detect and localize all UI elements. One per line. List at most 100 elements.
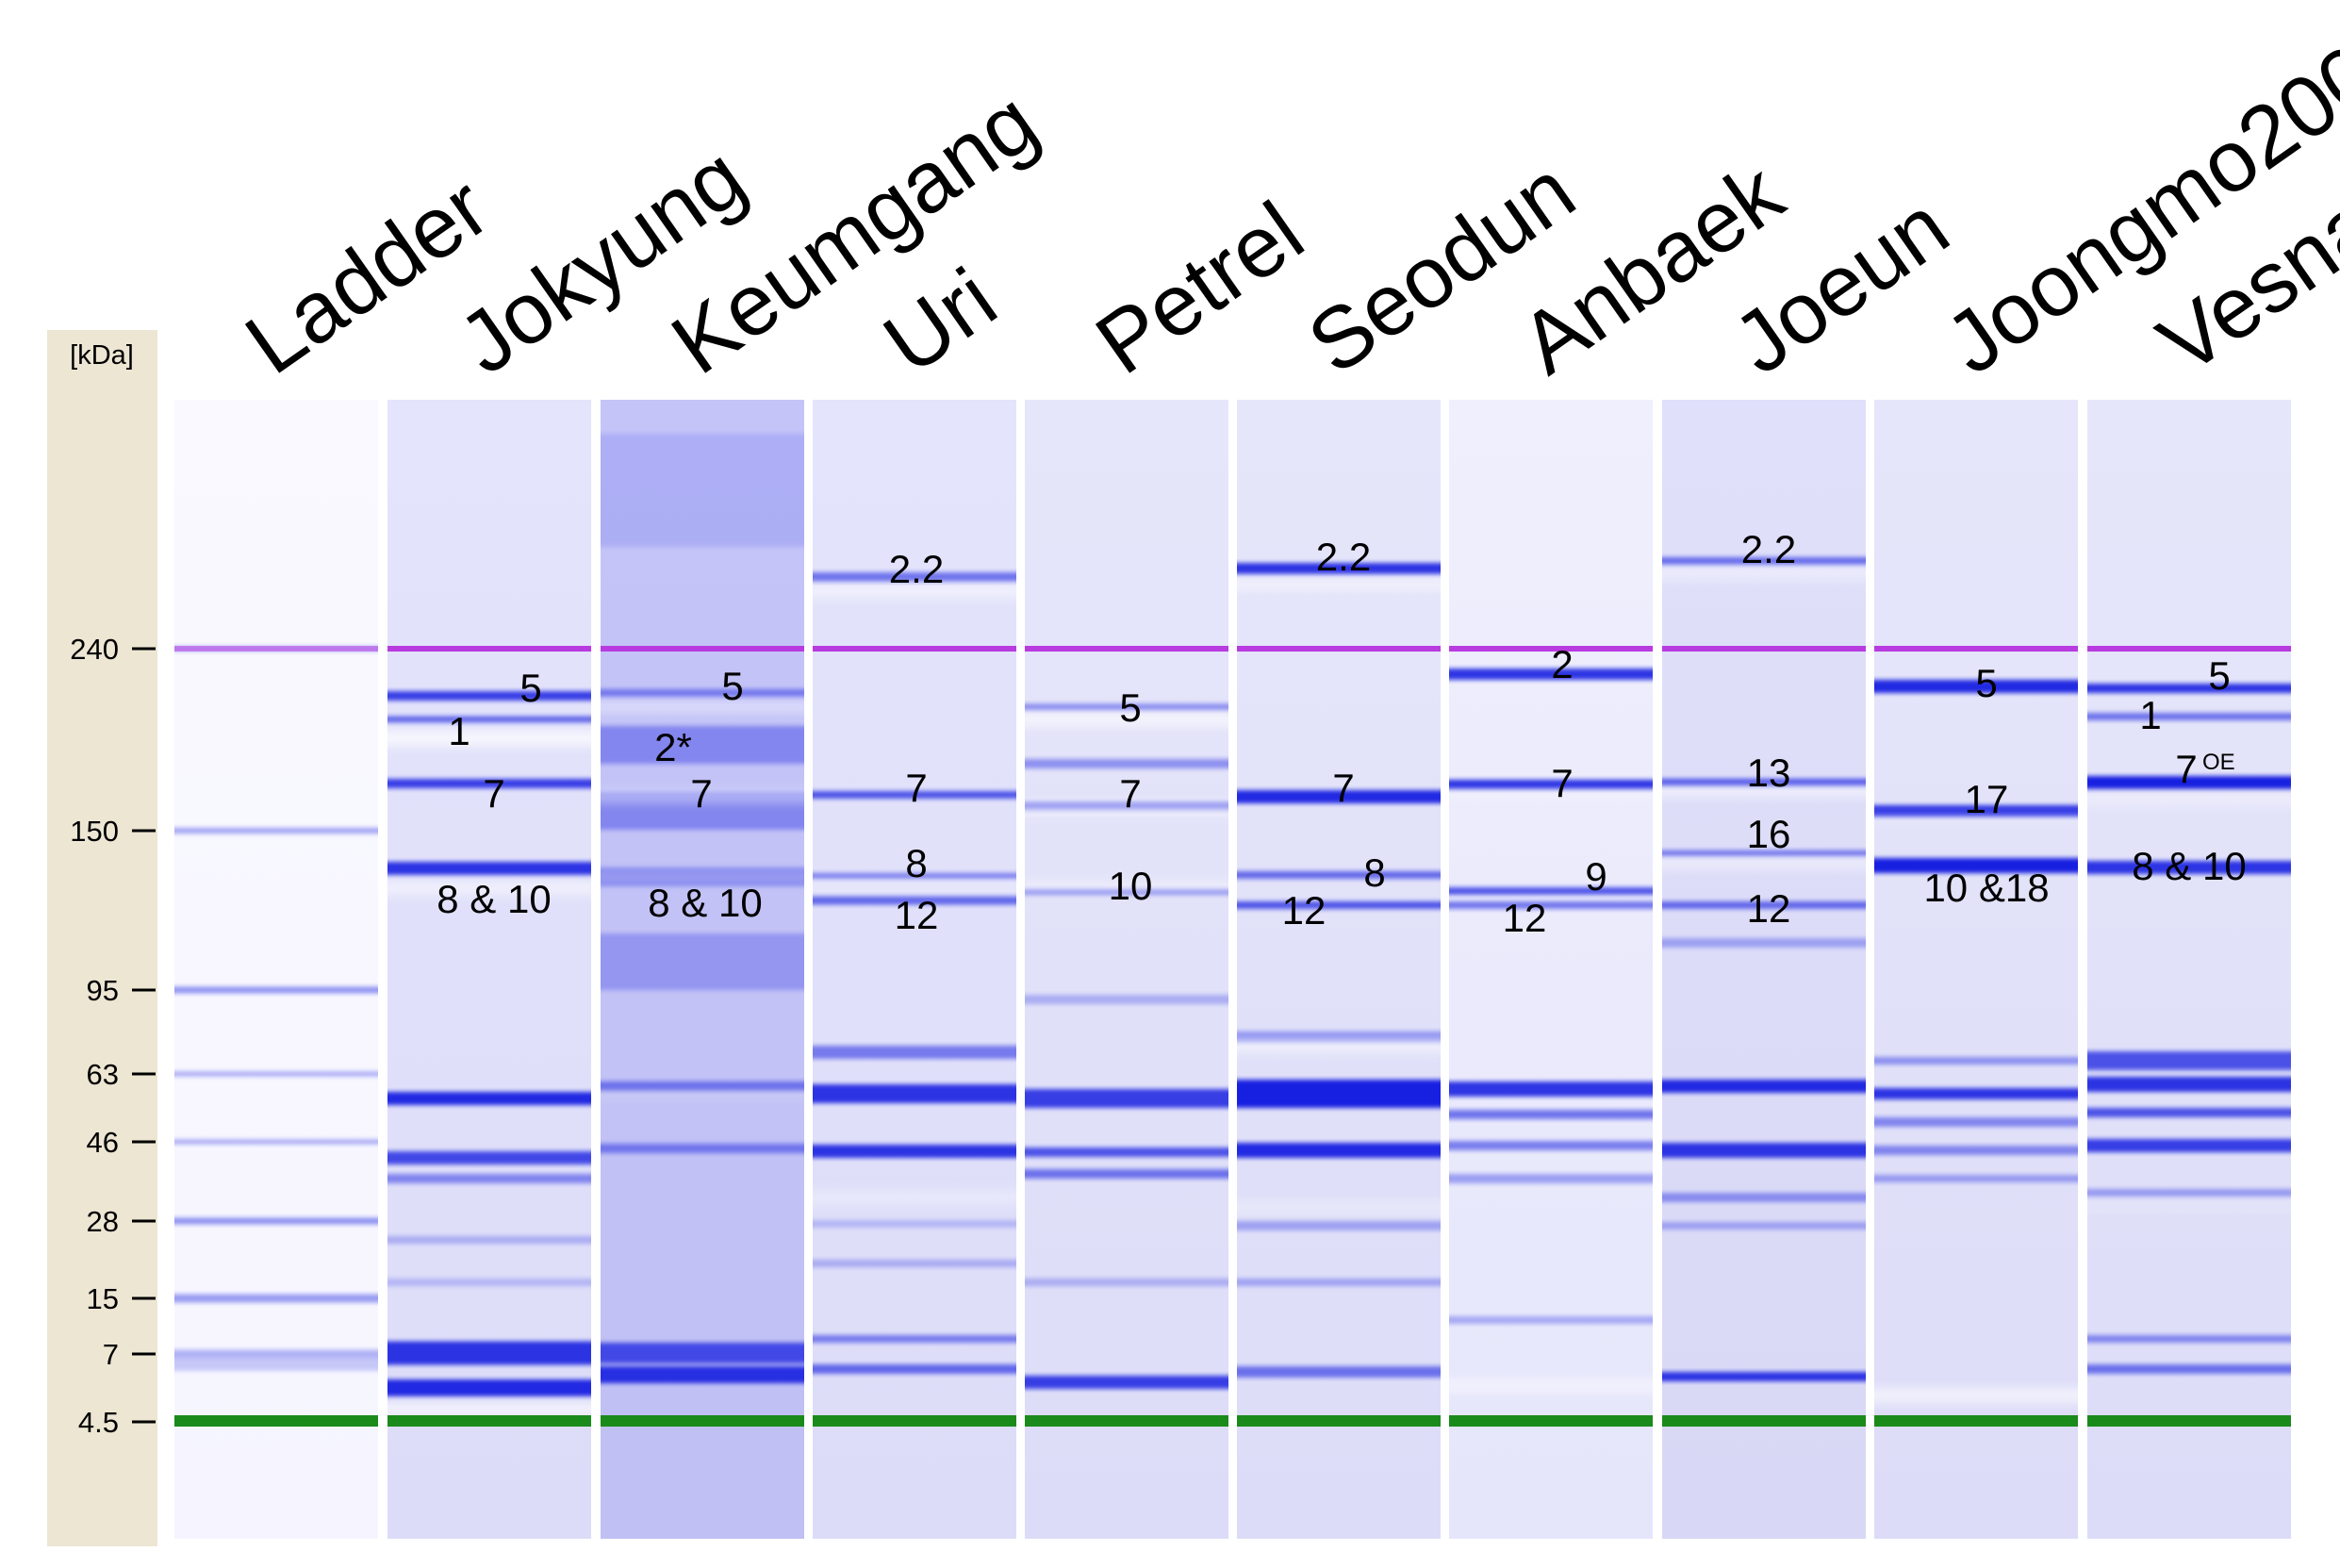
band [2087,861,2291,874]
clear-zone [601,702,804,712]
band [1237,1080,1441,1108]
band [2087,1077,2291,1092]
band-label-jokyung-1: 1 [448,709,470,753]
clear-zone [1662,569,1866,578]
upper-marker [601,646,804,652]
band [1662,1143,1866,1158]
band [1237,1279,1441,1286]
clear-zone [813,883,1016,889]
band-label-petrel-2: 10 [1109,864,1153,908]
tick-label-0: 240 [70,633,119,666]
band [813,791,1016,799]
clear-zone [1874,813,2078,818]
band [387,1236,591,1244]
band-label-keumgang-0: 5 [721,664,743,708]
band [1662,779,1866,786]
band [1025,1376,1228,1389]
band [387,716,591,723]
upper-marker [1025,646,1228,652]
lane-uri [813,400,1016,1539]
band [1874,1088,2078,1099]
lane-background [1237,400,1441,1539]
band [813,1364,1016,1374]
clear-zone [1874,1390,2078,1401]
band-label-keumgang-3: 8 & 10 [648,881,762,925]
band-label-joongmo2008-2: 10 &18 [1923,866,2049,910]
upper-marker [1874,646,2078,652]
markers [174,646,2291,1427]
tick-label-4: 46 [87,1126,119,1159]
band [1449,780,1653,789]
upper-marker [813,646,1016,652]
band [601,1366,804,1383]
axis-unit-label: [kDa] [70,340,134,371]
band [2087,1139,2291,1152]
lane-seodun [1237,400,1441,1539]
band [1662,1080,1866,1093]
band [813,1084,1016,1103]
band [1874,858,2078,873]
band [601,1081,804,1091]
lower-marker [2087,1415,2291,1427]
band [387,1174,591,1183]
band [1874,680,2078,693]
band [1237,1143,1441,1158]
band-label-uri-0: 2.2 [889,547,944,591]
clear-zone [2087,796,2291,803]
lane-jokyung [387,400,591,1539]
tick-label-6: 15 [87,1282,119,1315]
clear-zone [1449,1381,1653,1391]
band-label-petrel-1: 7 [1119,771,1141,816]
clear-zone [1237,1038,1441,1051]
clear-zone [2087,1204,2291,1210]
band [1237,563,1441,574]
band [387,1379,591,1396]
clear-zone [1025,883,1228,890]
band-label-joeun-3: 12 [1747,886,1791,931]
band [2087,1364,2291,1374]
lane-title-ladder: Ladder [229,159,505,393]
band [2087,684,2291,693]
band [601,1343,804,1363]
axis-ticks: 240 150 95 63 46 28 15 7 4.5 [70,633,156,1439]
lane-keumgang [601,400,804,1539]
band-label-jokyung-2: 7 [483,771,504,816]
upper-marker [174,646,378,652]
band [1874,1057,2078,1065]
band [387,691,591,701]
lane-background [1662,400,1866,1539]
band [601,726,804,764]
upper-marker [1662,646,1866,652]
band-label-uri-3: 12 [895,893,939,937]
clear-zone [1025,715,1228,724]
band [1662,1372,1866,1381]
lanes [174,400,2291,1539]
clear-zone [1025,805,1228,813]
band [1662,850,1866,856]
band [174,1139,378,1145]
band [1025,1279,1228,1286]
clear-zone [1237,1203,1441,1211]
clear-zone [387,732,591,745]
band-label-jokyung-0: 5 [519,666,541,710]
band [1662,901,1866,909]
clear-zone [601,1091,804,1097]
band-label-seodun-3: 12 [1282,888,1327,933]
band-label-uri-2: 8 [905,841,927,885]
band-label-vesna-2: 7 [2175,747,2197,791]
lane-background [174,400,378,1539]
band [174,1349,378,1359]
lower-marker [1449,1415,1653,1427]
band [1025,1089,1228,1108]
band-label-seodun-2: 8 [1363,850,1385,895]
band [1237,871,1441,879]
clear-zone [387,883,591,893]
lane-background [1874,400,2078,1539]
lane-vesna [2087,400,2291,1539]
band [1662,1193,1866,1202]
tick-label-5: 28 [87,1205,119,1238]
lower-marker [1874,1415,2078,1427]
band [2087,1189,2291,1197]
band [1025,889,1228,895]
